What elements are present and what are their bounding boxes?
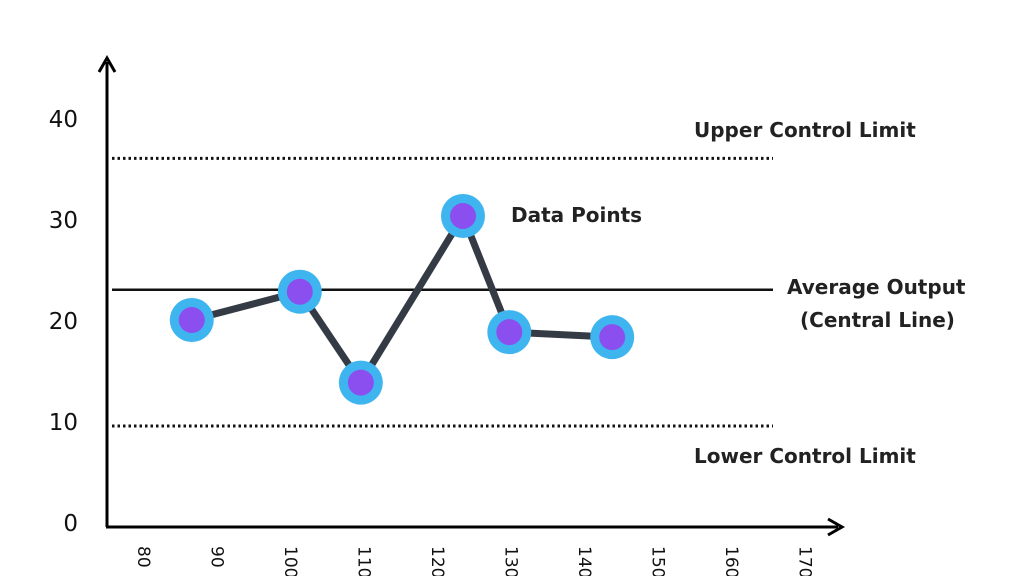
x-tick-label: 110	[354, 546, 374, 576]
x-tick-label: 170	[795, 546, 815, 576]
x-tick-label: 160	[721, 546, 741, 576]
x-tick-label: 140	[574, 546, 594, 576]
data-point	[277, 269, 322, 314]
y-tick-label: 10	[49, 410, 78, 436]
x-tick-label: 100	[280, 546, 300, 576]
y-tick-label: 30	[49, 208, 78, 234]
x-tick-label: 120	[427, 546, 447, 576]
average-output-label: Average Output	[787, 275, 966, 299]
upper-control-limit-label: Upper Control Limit	[694, 118, 916, 142]
data-point-inner	[496, 319, 523, 346]
data-point-inner	[347, 369, 374, 396]
data-points-annotation: Data Points	[511, 203, 642, 227]
series-line	[190, 212, 613, 387]
central-line-label: (Central Line)	[800, 308, 955, 332]
axes	[97, 54, 846, 537]
data-point-inner	[286, 278, 313, 305]
data-point	[487, 310, 532, 355]
x-tick-label: 130	[501, 546, 521, 576]
data-point	[338, 360, 383, 405]
data-point	[440, 193, 485, 238]
x-tick-label: 90	[207, 546, 227, 568]
data-point-inner	[449, 202, 476, 229]
y-axis-arrow	[97, 54, 117, 73]
y-tick-label: 20	[49, 309, 78, 335]
data-point	[169, 298, 214, 342]
data-point-inner	[178, 307, 205, 333]
y-tick-label: 0	[63, 511, 78, 537]
x-tick-label: 80	[133, 546, 153, 568]
data-point-inner	[599, 324, 626, 351]
y-tick-label: 40	[49, 107, 78, 133]
data-point	[590, 315, 635, 360]
x-axis-arrow	[827, 517, 846, 537]
x-tick-label: 150	[648, 546, 668, 576]
lower-control-limit-label: Lower Control Limit	[694, 444, 916, 468]
